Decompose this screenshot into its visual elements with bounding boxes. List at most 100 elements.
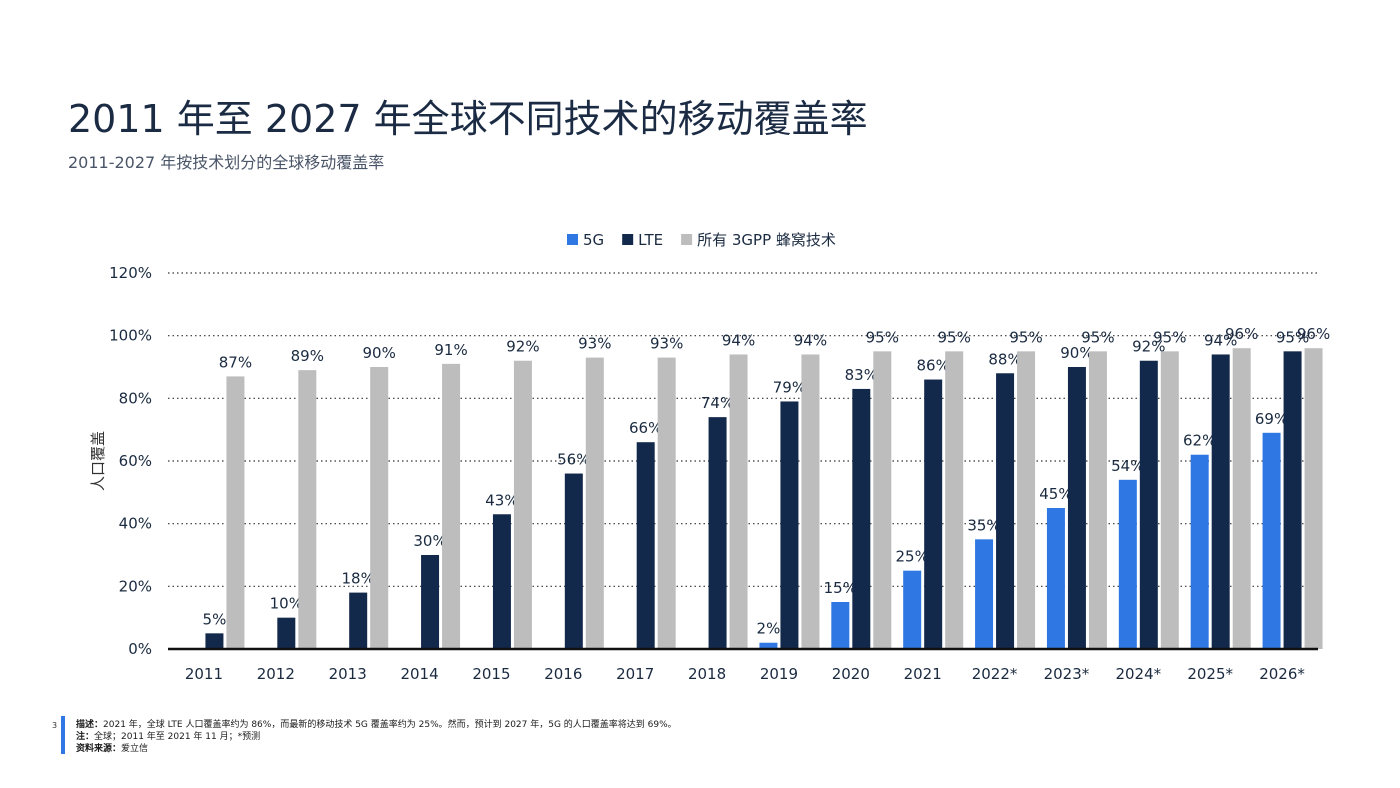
x-tick-label: 2026* [1259, 665, 1305, 683]
data-label-lte: 5% [203, 610, 227, 628]
bar-5g [831, 602, 850, 649]
bar-all3gpp [1304, 348, 1323, 649]
bar-all3gpp [873, 351, 892, 649]
data-label-lte: 74% [701, 394, 734, 412]
y-tick-label: 60% [119, 452, 152, 470]
y-tick-label: 20% [119, 577, 152, 595]
bar-lte [780, 401, 799, 649]
data-label-all3gpp: 95% [1081, 328, 1114, 346]
y-tick-label: 40% [119, 515, 152, 533]
bar-lte [708, 417, 727, 649]
bar-5g [975, 539, 994, 649]
bar-lte [349, 592, 368, 649]
footer-accent-bar [61, 716, 65, 754]
data-label-5g: 45% [1039, 485, 1072, 503]
page-title: 2011 年至 2027 年全球不同技术的移动覆盖率 [68, 97, 868, 141]
data-label-all3gpp: 95% [1153, 328, 1186, 346]
legend-label-lte: LTE [638, 231, 663, 249]
bar-5g [1190, 454, 1209, 649]
y-tick-label: 120% [109, 264, 152, 282]
data-label-lte: 43% [485, 491, 518, 509]
bar-lte [1139, 360, 1158, 649]
data-label-all3gpp: 93% [650, 335, 683, 353]
page-number: 3 [52, 721, 58, 730]
y-tick-label: 0% [128, 640, 152, 658]
legend-swatch-all3gpp [681, 234, 693, 245]
bar-lte [1067, 367, 1086, 649]
bar-all3gpp [442, 363, 461, 649]
x-tick-label: 2017 [616, 665, 654, 683]
data-label-lte: 92% [1132, 338, 1165, 356]
data-label-lte: 18% [342, 570, 375, 588]
bar-all3gpp [729, 354, 748, 649]
bar-lte [277, 617, 296, 649]
data-label-lte: 83% [845, 366, 878, 384]
bar-all3gpp [945, 351, 964, 649]
data-label-all3gpp: 96% [1225, 325, 1258, 343]
x-tick-label: 2025* [1187, 665, 1233, 683]
data-label-all3gpp: 90% [363, 344, 396, 362]
bar-lte [205, 633, 224, 649]
data-label-lte: 66% [629, 419, 662, 437]
coverage-bar-chart: 0% 20% 40% 60% 80% 100% 120% 人口覆盖 5% 87% 2011 10% 89… [89, 231, 1330, 683]
bar-5g [1118, 479, 1137, 649]
data-label-all3gpp: 92% [506, 338, 539, 356]
data-label-all3gpp: 96% [1297, 325, 1330, 343]
y-tick-label: 100% [109, 327, 152, 345]
data-label-lte: 79% [773, 378, 806, 396]
bar-lte [564, 473, 583, 649]
data-label-5g: 54% [1111, 457, 1144, 475]
x-tick-label: 2016 [544, 665, 582, 683]
data-label-5g: 15% [824, 579, 857, 597]
x-tick-label: 2012 [257, 665, 295, 683]
data-label-5g: 35% [967, 516, 1000, 534]
footer-description-text: 2021 年，全球 LTE 人口覆盖率约为 86%，而最新的移动技术 5G 覆盖… [103, 720, 677, 730]
data-label-5g: 69% [1255, 410, 1288, 428]
legend-label-5g: 5G [583, 231, 604, 249]
bar-all3gpp [1017, 351, 1036, 649]
y-tick-label: 80% [119, 389, 152, 407]
x-tick-label: 2020 [832, 665, 870, 683]
bar-lte [636, 442, 655, 649]
footer-source-label: 资料来源： [76, 744, 122, 754]
data-label-all3gpp: 87% [219, 353, 252, 371]
bar-lte [996, 373, 1015, 649]
legend-swatch-lte [622, 234, 634, 245]
legend-label-all3gpp: 所有 3GPP 蜂窝技术 [697, 231, 836, 249]
data-label-all3gpp: 93% [578, 335, 611, 353]
data-label-all3gpp: 95% [938, 328, 971, 346]
bar-5g [759, 642, 778, 649]
bar-5g [1046, 508, 1065, 649]
data-label-5g: 25% [896, 548, 929, 566]
bar-5g [1262, 432, 1281, 649]
x-tick-label: 2013 [329, 665, 367, 683]
footer-source-text: 爱立信 [121, 744, 149, 754]
x-tick-label: 2023* [1044, 665, 1090, 683]
data-label-lte: 94% [1204, 331, 1237, 349]
data-label-lte: 90% [1060, 344, 1093, 362]
data-label-all3gpp: 94% [722, 331, 755, 349]
data-label-all3gpp: 95% [1009, 328, 1042, 346]
bar-all3gpp [226, 376, 245, 649]
data-label-lte: 10% [270, 595, 303, 613]
x-tick-label: 2015 [472, 665, 510, 683]
data-label-5g: 62% [1183, 432, 1216, 450]
bar-all3gpp [298, 370, 317, 649]
y-axis-label: 人口覆盖 [89, 431, 107, 491]
bar-lte [852, 388, 871, 649]
x-tick-label: 2011 [185, 665, 223, 683]
footer-description: 描述：2021 年，全球 LTE 人口覆盖率约为 86%，而最新的移动技术 5G… [76, 719, 677, 731]
data-label-all3gpp: 91% [434, 341, 467, 359]
data-label-lte: 56% [557, 451, 590, 469]
bar-5g [903, 570, 922, 649]
data-label-lte: 30% [413, 532, 446, 550]
data-label-all3gpp: 89% [291, 347, 324, 365]
footer-description-label: 描述： [76, 720, 104, 730]
data-label-all3gpp: 94% [794, 331, 827, 349]
data-label-all3gpp: 95% [866, 328, 899, 346]
bar-lte [1211, 354, 1230, 649]
data-label-lte: 88% [988, 350, 1021, 368]
legend-swatch-5g [567, 234, 578, 245]
bar-lte [492, 514, 511, 649]
footer-note: 注：全球；2011 年至 2021 年 11 月；*预测 [76, 731, 677, 743]
